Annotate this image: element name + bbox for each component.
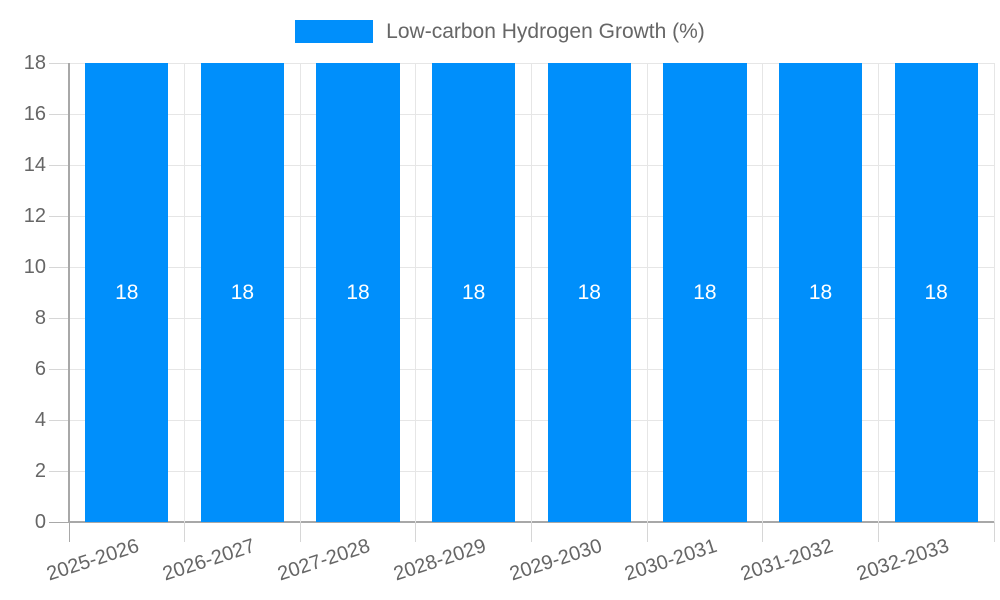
y-axis-tick: [49, 164, 69, 166]
bar[interactable]: [200, 63, 285, 522]
x-axis-tick: [646, 522, 648, 542]
bar-value-label: 18: [808, 280, 833, 304]
x-axis-tick: [184, 522, 186, 542]
x-axis-label: 2031-2032: [737, 534, 836, 586]
y-axis-label: 14: [23, 154, 46, 176]
legend[interactable]: Low-carbon Hydrogen Growth (%): [0, 18, 1000, 45]
bar-value-label: 18: [577, 280, 601, 304]
y-axis-label: 4: [34, 409, 46, 431]
bar-value-label: 18: [693, 280, 717, 304]
x-axis-label: 2027-2028: [275, 534, 374, 586]
y-axis-line: [68, 63, 70, 522]
y-axis-label: 0: [34, 511, 46, 533]
bar[interactable]: [432, 63, 516, 522]
x-axis-label: 2028-2029: [391, 534, 489, 586]
y-axis-label: 6: [34, 358, 46, 380]
gridline-vertical: [415, 63, 417, 522]
legend-swatch: [295, 20, 374, 43]
bar-value-label: 18: [230, 280, 255, 304]
x-axis-label: 2030-2031: [622, 534, 721, 586]
x-axis-tick: [762, 522, 764, 542]
x-axis-label: 2029-2030: [506, 534, 605, 586]
gridline-vertical: [877, 63, 879, 522]
x-axis-tick: [877, 522, 879, 542]
x-axis-label: 2032-2033: [853, 534, 952, 586]
y-axis-tick: [49, 317, 69, 319]
x-axis-label: 2025-2026: [44, 534, 142, 586]
y-axis-tick: [49, 62, 69, 64]
gridline-vertical: [762, 63, 764, 522]
x-axis-tick: [68, 522, 70, 542]
y-axis-tick: [49, 113, 69, 115]
y-axis-label: 16: [23, 103, 46, 125]
gridline-vertical: [531, 63, 532, 522]
bar[interactable]: [663, 63, 747, 522]
x-axis-tick: [299, 522, 301, 542]
y-axis-label: 2: [34, 460, 46, 482]
y-axis-tick: [49, 470, 69, 472]
bar[interactable]: [547, 63, 631, 522]
y-axis-tick: [49, 266, 69, 268]
y-axis-label: 12: [23, 205, 46, 227]
gridline-vertical: [993, 63, 995, 522]
bar-value-label: 18: [924, 280, 948, 304]
y-axis-label: 10: [23, 256, 46, 278]
y-axis-tick: [49, 368, 69, 370]
gridline-vertical: [299, 63, 301, 522]
bar[interactable]: [894, 63, 978, 522]
x-axis-tick: [993, 522, 995, 542]
x-axis-tick: [531, 522, 532, 542]
bar-value-label: 18: [462, 280, 486, 304]
x-axis-tick: [415, 522, 417, 542]
y-axis-label: 8: [34, 307, 46, 329]
y-axis-label: 18: [23, 52, 46, 74]
legend-label: Low-carbon Hydrogen Growth (%): [386, 20, 705, 43]
gridline-vertical: [184, 63, 186, 522]
bar-value-label: 18: [346, 280, 370, 304]
bar-value-label: 18: [115, 280, 139, 304]
bar[interactable]: [316, 63, 400, 522]
y-axis-tick: [49, 419, 69, 421]
y-axis-tick: [49, 215, 69, 217]
y-axis-tick: [49, 521, 69, 523]
bar[interactable]: [778, 63, 863, 522]
gridline-vertical: [646, 63, 648, 522]
x-axis-label: 2026-2027: [159, 534, 258, 586]
bar[interactable]: [85, 63, 169, 522]
